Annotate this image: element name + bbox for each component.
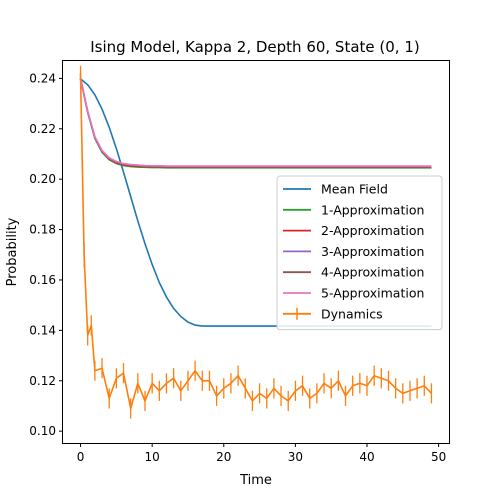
legend-label: Mean Field (321, 182, 388, 197)
y-tick-label: 0.16 (29, 273, 56, 287)
y-tick-label: 0.22 (29, 122, 56, 136)
x-tick-label: 40 (359, 450, 374, 464)
y-tick-label: 0.24 (29, 71, 56, 85)
y-tick-label: 0.10 (29, 424, 56, 438)
y-tick-label: 0.20 (29, 172, 56, 186)
x-tick-label: 0 (77, 450, 85, 464)
y-axis-label: Probability (5, 217, 20, 286)
legend-label: 4-Approximation (321, 265, 424, 280)
x-tick-label: 20 (216, 450, 231, 464)
chart-title: Ising Model, Kappa 2, Depth 60, State (0… (90, 38, 420, 56)
legend-label: 3-Approximation (321, 244, 424, 259)
y-tick-label: 0.18 (29, 223, 56, 237)
x-tick-label: 10 (145, 450, 160, 464)
legend: Mean Field 1-Approximation 2-Approximation… (277, 176, 442, 330)
y-tick-label: 0.14 (29, 323, 56, 337)
y-tick-label: 0.12 (29, 374, 56, 388)
legend-label: Dynamics (321, 306, 383, 321)
legend-label: 2-Approximation (321, 223, 424, 238)
legend-label: 5-Approximation (321, 286, 424, 301)
legend-label: 1-Approximation (321, 202, 424, 217)
x-tick-label: 30 (288, 450, 303, 464)
x-axis-label: Time (239, 473, 272, 488)
x-tick-label: 50 (431, 450, 446, 464)
